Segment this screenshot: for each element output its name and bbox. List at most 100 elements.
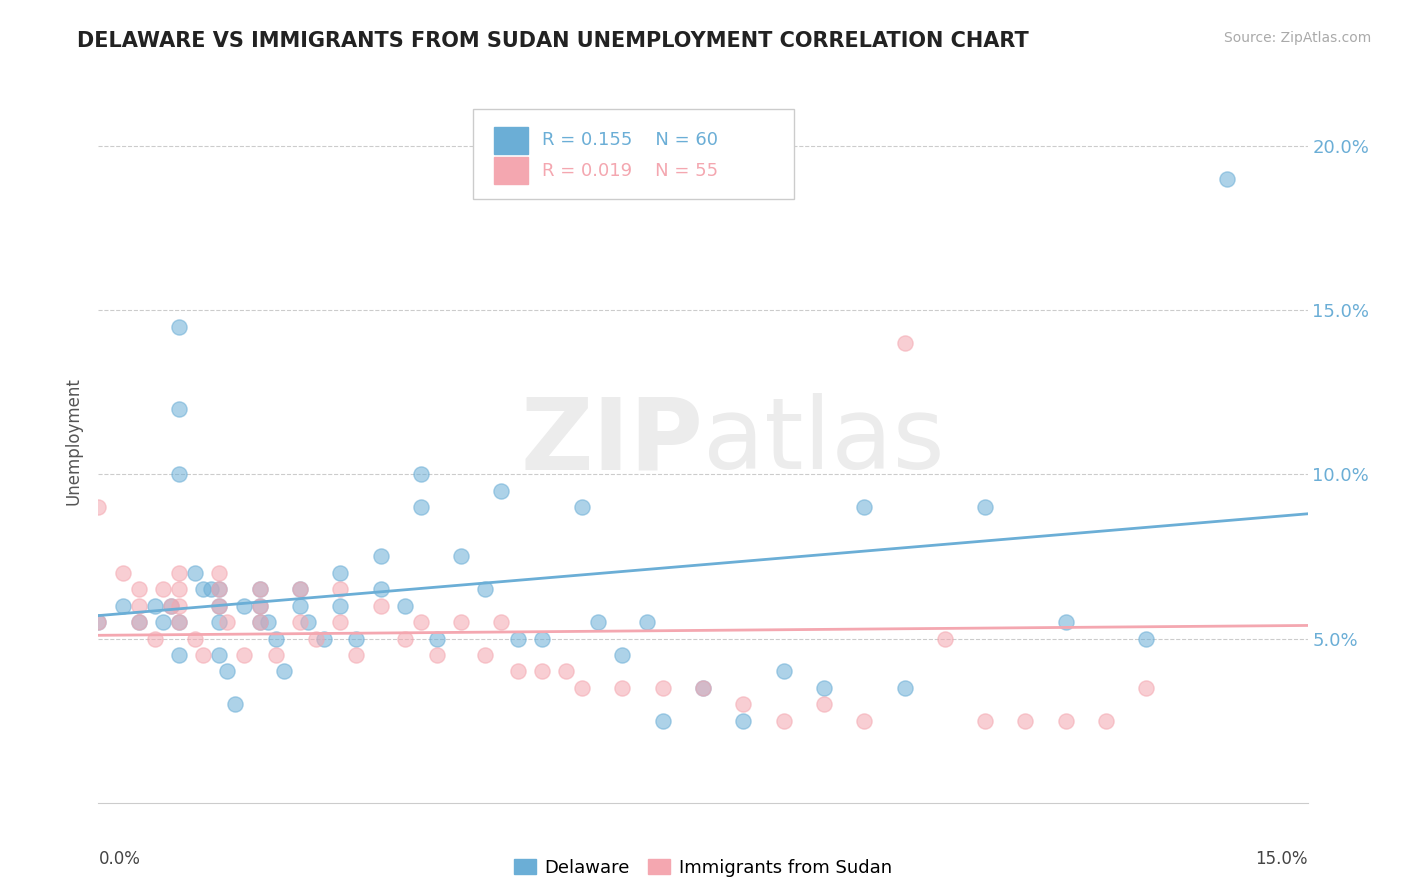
Y-axis label: Unemployment: Unemployment [65, 377, 83, 506]
Text: Source: ZipAtlas.com: Source: ZipAtlas.com [1223, 31, 1371, 45]
Point [128, 615, 150, 630]
Point [87, 615, 110, 630]
Text: R = 0.019    N = 55: R = 0.019 N = 55 [543, 161, 718, 179]
Point [370, 599, 392, 613]
Point [651, 681, 673, 695]
Point [208, 648, 231, 662]
Point [370, 582, 392, 597]
Point [297, 615, 319, 630]
Point [152, 582, 174, 597]
Point [143, 632, 166, 646]
Point [571, 681, 593, 695]
Point [571, 500, 593, 515]
Point [167, 319, 190, 334]
Point [491, 615, 513, 630]
Text: atlas: atlas [703, 393, 945, 490]
Point [193, 648, 215, 662]
Point [813, 698, 835, 712]
Point [450, 615, 472, 630]
Point [394, 632, 416, 646]
Point [530, 665, 553, 679]
Point [329, 599, 352, 613]
Legend: Delaware, Immigrants from Sudan: Delaware, Immigrants from Sudan [506, 852, 900, 884]
Bar [494, 157, 527, 185]
Point [167, 599, 190, 613]
Point [692, 681, 714, 695]
Point [143, 599, 166, 613]
Point [184, 632, 207, 646]
Point [974, 500, 997, 515]
Point [193, 582, 215, 597]
Point [288, 582, 311, 597]
Point [167, 615, 190, 630]
Point [128, 599, 150, 613]
FancyBboxPatch shape [474, 109, 793, 200]
Point [208, 599, 231, 613]
Point [450, 549, 472, 564]
Point [128, 582, 150, 597]
Point [167, 467, 190, 482]
Point [249, 599, 271, 613]
Text: DELAWARE VS IMMIGRANTS FROM SUDAN UNEMPLOYMENT CORRELATION CHART: DELAWARE VS IMMIGRANTS FROM SUDAN UNEMPL… [77, 31, 1029, 51]
Point [111, 566, 134, 580]
Point [692, 681, 714, 695]
Point [160, 599, 183, 613]
Point [288, 615, 311, 630]
Point [264, 648, 287, 662]
Point [329, 615, 352, 630]
Point [893, 681, 915, 695]
Point [87, 500, 110, 515]
Point [249, 615, 271, 630]
Point [184, 566, 207, 580]
Point [344, 648, 367, 662]
Point [853, 714, 876, 728]
Point [853, 500, 876, 515]
Point [1216, 171, 1239, 186]
Point [934, 632, 956, 646]
Point [167, 566, 190, 580]
Point [1054, 615, 1077, 630]
Point [426, 632, 449, 646]
Point [586, 615, 609, 630]
Point [167, 615, 190, 630]
Point [530, 632, 553, 646]
Point [474, 582, 496, 597]
Point [394, 599, 416, 613]
Point [772, 714, 794, 728]
Point [1054, 714, 1077, 728]
Point [1014, 714, 1036, 728]
Point [208, 566, 231, 580]
Point [974, 714, 997, 728]
Point [612, 681, 634, 695]
Point [474, 648, 496, 662]
Point [249, 599, 271, 613]
Point [208, 582, 231, 597]
Point [409, 467, 432, 482]
Point [409, 500, 432, 515]
Point [167, 582, 190, 597]
Point [167, 401, 190, 416]
Point [506, 632, 529, 646]
Point [733, 714, 755, 728]
Text: R = 0.155    N = 60: R = 0.155 N = 60 [543, 131, 718, 149]
Point [1135, 681, 1157, 695]
Point [813, 681, 835, 695]
Point [208, 582, 231, 597]
Point [370, 549, 392, 564]
Point [636, 615, 658, 630]
Point [651, 714, 673, 728]
Point [772, 665, 794, 679]
Point [208, 615, 231, 630]
Point [217, 615, 239, 630]
Point [314, 632, 336, 646]
Point [1095, 714, 1118, 728]
Point [612, 648, 634, 662]
Point [232, 648, 254, 662]
Point [256, 615, 278, 630]
Point [893, 336, 915, 351]
Point [232, 599, 254, 613]
Point [733, 698, 755, 712]
Point [329, 582, 352, 597]
Point [409, 615, 432, 630]
Text: 15.0%: 15.0% [1256, 850, 1308, 868]
